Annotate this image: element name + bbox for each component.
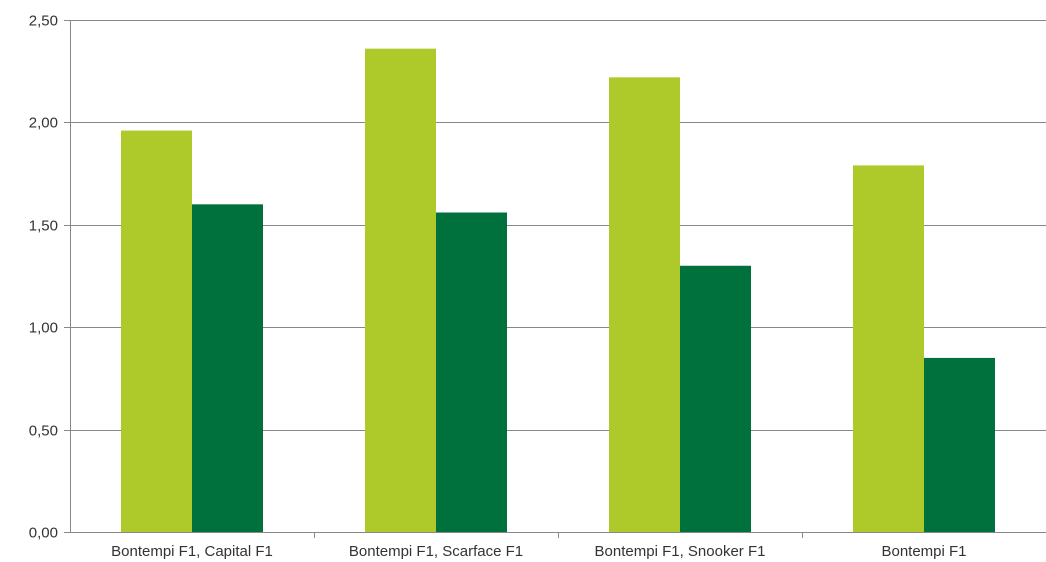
y-tick-label: 1,50: [29, 218, 58, 235]
y-tick-label: 0,50: [29, 423, 58, 440]
bars: [121, 48, 995, 533]
bar-series-1: [365, 48, 436, 533]
axes: [64, 20, 1046, 538]
y-tick-label: 1,00: [29, 320, 58, 337]
x-tick-label: Bontempi F1, Capital F1: [111, 543, 273, 560]
x-tick-labels: Bontempi F1, Capital F1 Bontempi F1, Scar…: [111, 543, 966, 560]
x-tick-label: Bontempi F1: [881, 543, 966, 560]
bar-series-2: [924, 357, 995, 532]
y-tick-label: 2,50: [29, 13, 58, 30]
bar-series-2: [680, 265, 751, 532]
bar-series-2: [436, 212, 507, 532]
bar-series-1: [121, 130, 192, 533]
x-tick-label: Bontempi F1, Snooker F1: [595, 543, 766, 560]
bar-series-2: [192, 204, 263, 532]
x-tick-label: Bontempi F1, Scarface F1: [349, 543, 523, 560]
bar-series-1: [853, 165, 924, 532]
y-tick-label: 2,00: [29, 115, 58, 132]
y-tick-labels: 0,00 0,50 1,00 1,50 2,00 2,50: [29, 13, 58, 542]
y-tick-label: 0,00: [29, 525, 58, 542]
bar-series-1: [609, 77, 680, 533]
